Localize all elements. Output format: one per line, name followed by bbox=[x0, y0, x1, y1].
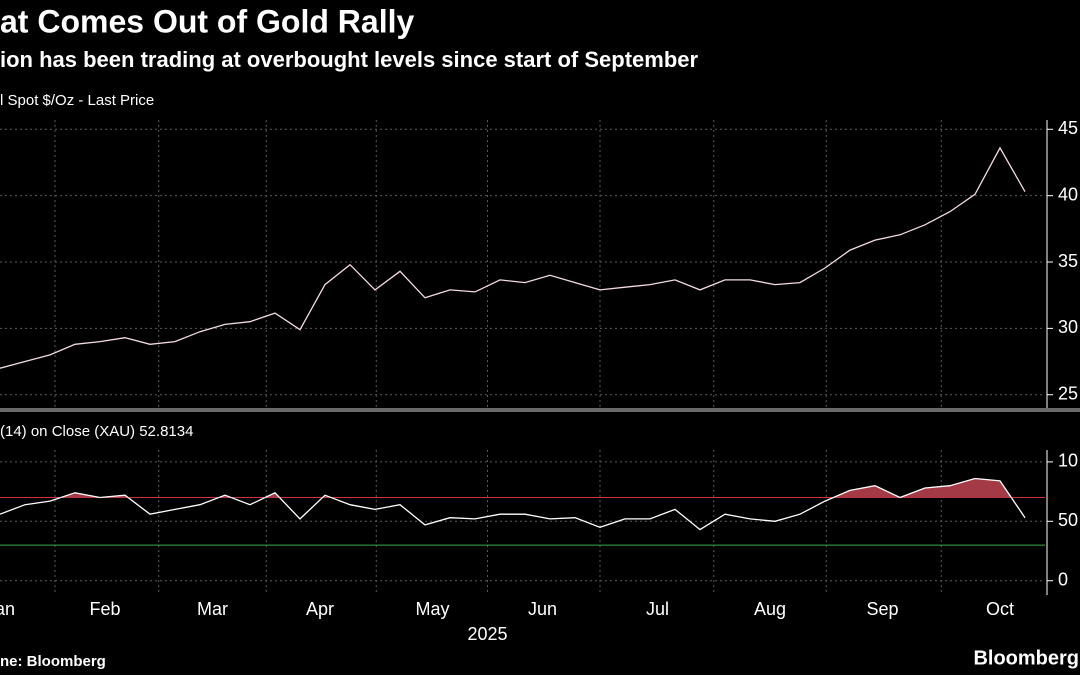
chart-title: at Comes Out of Gold Rally bbox=[0, 3, 414, 39]
x-tick-label: an bbox=[0, 599, 15, 619]
chart-subtitle: ion has been trading at overbought level… bbox=[0, 47, 698, 72]
y-tick-label: 50 bbox=[1058, 510, 1078, 530]
y-tick-label: 45 bbox=[1058, 118, 1078, 138]
series-line bbox=[0, 477, 1026, 531]
x-axis-label: 2025 bbox=[467, 624, 507, 644]
x-tick-label: Sep bbox=[866, 599, 898, 619]
y-tick-label: 40 bbox=[1058, 184, 1078, 204]
x-tick-label: Aug bbox=[754, 599, 786, 619]
x-tick-label: Mar bbox=[197, 599, 228, 619]
y-tick-label: 0 bbox=[1058, 569, 1068, 589]
x-tick-label: Apr bbox=[306, 599, 334, 619]
x-tick-label: Oct bbox=[986, 599, 1014, 619]
y-tick-label: 30 bbox=[1058, 317, 1078, 337]
series-line bbox=[0, 146, 1026, 369]
x-tick-label: Feb bbox=[89, 599, 120, 619]
series-label: l Spot $/Oz - Last Price bbox=[0, 92, 154, 109]
indicator-label: (14) on Close (XAU) 52.8134 bbox=[0, 423, 193, 440]
x-tick-label: May bbox=[415, 599, 449, 619]
x-tick-label: Jun bbox=[528, 599, 557, 619]
y-tick-label: 35 bbox=[1058, 251, 1078, 271]
y-tick-label: 10 bbox=[1058, 451, 1078, 471]
logo: Bloomberg bbox=[973, 647, 1079, 669]
y-tick-label: 25 bbox=[1058, 383, 1078, 403]
source: ne: Bloomberg bbox=[0, 653, 106, 670]
x-tick-label: Jul bbox=[646, 599, 669, 619]
overbought-area bbox=[60, 478, 1012, 498]
panel-separator bbox=[0, 408, 1080, 412]
